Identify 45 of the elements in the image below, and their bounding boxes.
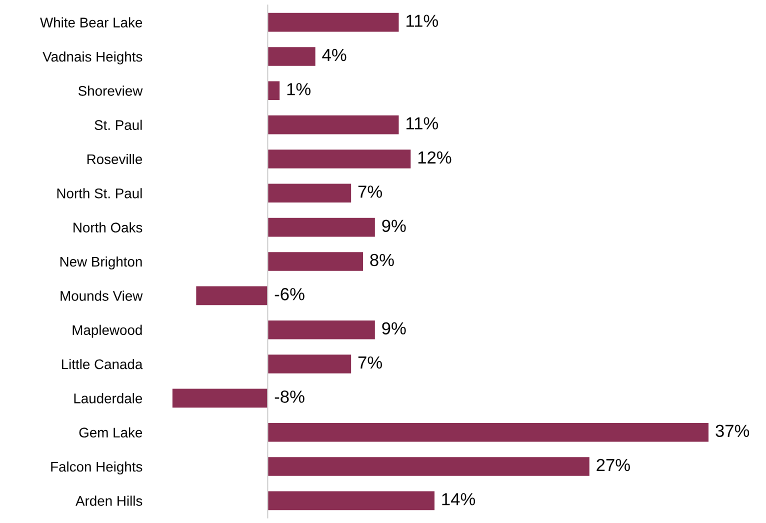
data-label: 27% [596,458,630,472]
bar [268,491,434,510]
y-tick-label: North St. Paul [57,188,142,198]
y-tick-label: Maplewood [72,324,142,338]
bar [268,115,399,134]
y-tick-label: Falcon Heights [51,461,142,474]
y-tick-label: White Bear Lake [40,17,142,28]
y-tick-label: Shoreview [78,86,143,96]
bar [268,150,411,168]
bar [172,388,268,408]
bar [268,354,352,374]
y-tick-label: North Oaks [74,222,142,232]
data-label: 14% [442,493,476,506]
y-tick-label: St. Paul [94,120,142,130]
bar [196,286,268,306]
y-tick-label: Mounds View [60,290,143,301]
y-tick-label: Roseville [87,154,142,164]
data-label: 7% [358,186,382,198]
bar [268,320,375,340]
y-tick-label: Arden Hills [76,496,142,506]
data-label: 9% [382,220,406,232]
y-tick-label: New Brighton [60,256,142,270]
bar [268,184,352,203]
data-label: 4% [322,48,346,62]
bar [268,252,363,271]
data-label: 37% [716,424,750,438]
data-label: 12% [418,151,452,164]
y-tick-label: Lauderdale [74,393,142,404]
bar [268,422,709,442]
data-label: -8% [274,390,304,403]
bar [268,457,590,476]
data-label: 8% [370,254,394,266]
data-label: 7% [358,356,382,369]
y-tick-label: Little Canada [62,358,143,370]
data-label: 9% [382,322,406,334]
y-tick-label: Vadnais Heights [42,51,142,64]
y-tick-label: Gem Lake [79,427,142,438]
bar [268,47,316,66]
data-label: 11% [406,117,438,130]
bar [268,12,399,32]
bar [268,218,375,237]
data-label: 1% [287,83,310,96]
data-label: -6% [274,288,304,300]
bar [268,81,280,100]
data-label: 11% [406,14,438,27]
